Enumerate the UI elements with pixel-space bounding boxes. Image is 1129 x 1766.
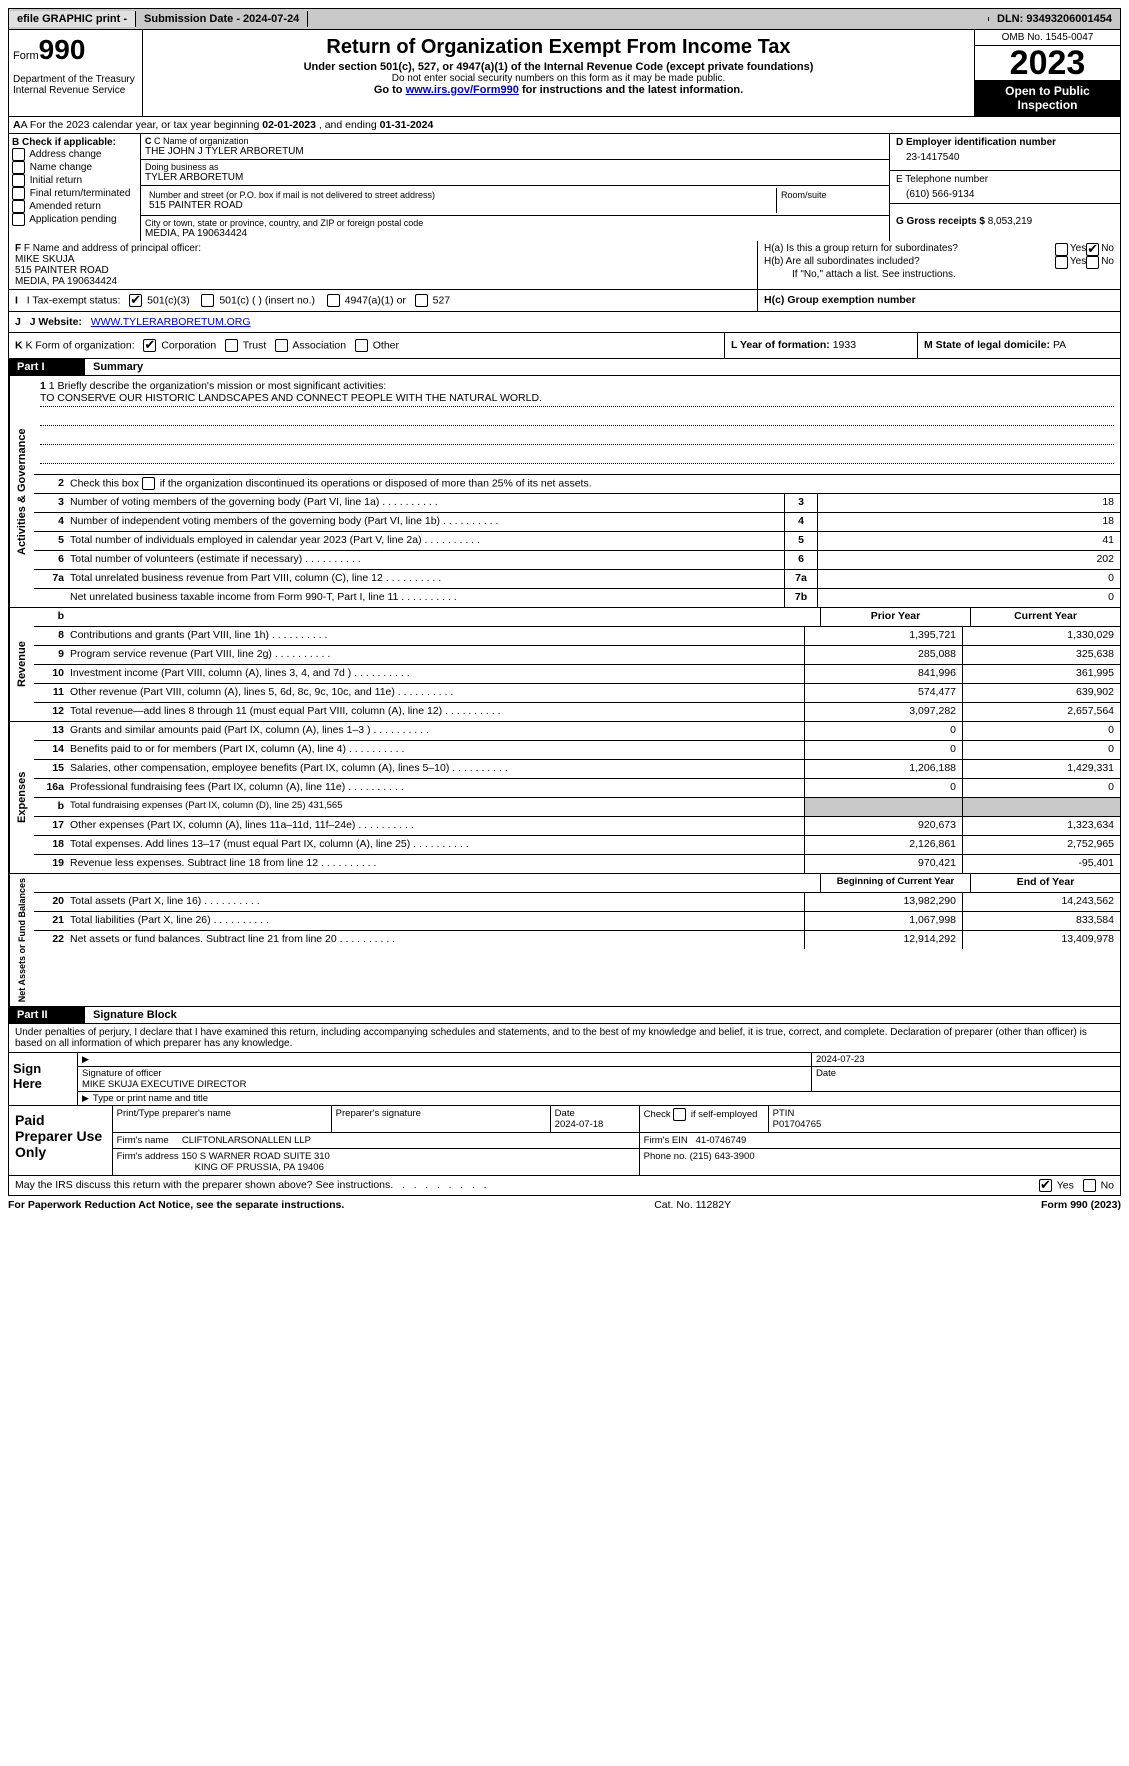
col-b-checkboxes: B Check if applicable: Address change Na… [9, 134, 141, 241]
subtitle-2: Do not enter social security numbers on … [147, 73, 970, 84]
preparer-phone: (215) 643-3900 [690, 1151, 755, 1162]
paid-preparer: Paid Preparer Use Only Print/Type prepar… [8, 1106, 1121, 1176]
website-link[interactable]: WWW.TYLERARBORETUM.ORG [91, 316, 251, 328]
assoc-checkbox[interactable] [275, 339, 288, 352]
form-title: Return of Organization Exempt From Incom… [147, 36, 970, 59]
corp-checkbox[interactable] [143, 339, 156, 352]
self-employed-checkbox[interactable] [673, 1108, 686, 1121]
501c3-checkbox[interactable] [129, 294, 142, 307]
hb-no-checkbox[interactable] [1086, 256, 1099, 269]
discuss-with-preparer: May the IRS discuss this return with the… [8, 1176, 1121, 1196]
row-a-tax-year: AA For the 2023 calendar year, or tax ye… [8, 117, 1121, 134]
submission-date: Submission Date - 2024-07-24 [136, 11, 308, 27]
line2-checkbox[interactable] [142, 477, 155, 490]
net-assets-section: Net Assets or Fund Balances Beginning of… [8, 874, 1121, 1007]
dba: TYLER ARBORETUM [145, 172, 885, 183]
irs-link[interactable]: www.irs.gov/Form990 [406, 84, 519, 96]
row-klm: K K Form of organization: Corporation Tr… [8, 333, 1121, 359]
top-bar: efile GRAPHIC print - Submission Date - … [8, 8, 1121, 30]
city: MEDIA, PA 190634424 [145, 228, 885, 239]
perjury-statement: Under penalties of perjury, I declare th… [8, 1024, 1121, 1053]
firm-ein: 41-0746749 [696, 1135, 747, 1146]
subtitle-1: Under section 501(c), 527, or 4947(a)(1)… [147, 61, 970, 73]
sign-here: Sign Here 2024-07-23 Signature of office… [8, 1053, 1121, 1106]
state-domicile: PA [1053, 339, 1066, 351]
open-to-public: Open to Public Inspection [975, 80, 1120, 116]
firm-name: CLIFTONLARSONALLEN LLP [182, 1135, 311, 1146]
page-footer: For Paperwork Reduction Act Notice, see … [8, 1196, 1121, 1214]
form-number: Form990 [13, 34, 138, 66]
year-formation: 1933 [833, 339, 856, 351]
hb-yes-checkbox[interactable] [1055, 256, 1068, 269]
ein: 23-1417540 [896, 148, 1114, 167]
527-checkbox[interactable] [415, 294, 428, 307]
phone: (610) 566-9134 [896, 185, 1114, 200]
revenue-section: Revenue b Prior Year Current Year 8Contr… [8, 608, 1121, 722]
officer-signature: MIKE SKUJA EXECUTIVE DIRECTOR [82, 1079, 247, 1090]
expenses-section: Expenses 13Grants and similar amounts pa… [8, 722, 1121, 874]
row-i: I I Tax-exempt status: 501(c)(3) 501(c) … [8, 290, 1121, 312]
trust-checkbox[interactable] [225, 339, 238, 352]
ptin: P01704765 [773, 1119, 822, 1130]
row-j: J J Website: WWW.TYLERARBORETUM.ORG [8, 312, 1121, 333]
org-name: THE JOHN J TYLER ARBORETUM [145, 146, 885, 157]
part-ii-header: Part II Signature Block [8, 1007, 1121, 1024]
street: 515 PAINTER ROAD [149, 200, 772, 211]
efile-print-button[interactable]: efile GRAPHIC print - [9, 11, 136, 27]
tax-year: 2023 [975, 46, 1120, 80]
section-b-to-g: B Check if applicable: Address change Na… [8, 134, 1121, 241]
department: Department of the Treasury Internal Reve… [13, 74, 138, 96]
dln: DLN: 93493206001454 [989, 11, 1120, 27]
mission-text: TO CONSERVE OUR HISTORIC LANDSCAPES AND … [40, 392, 1114, 407]
officer-name: MIKE SKUJA [15, 254, 751, 265]
other-checkbox[interactable] [355, 339, 368, 352]
gross-receipts: 8,053,219 [988, 216, 1033, 227]
spacer [308, 17, 989, 21]
row-f-h: F F Name and address of principal office… [8, 241, 1121, 290]
part-i-header: Part I Summary [8, 359, 1121, 376]
discuss-no-checkbox[interactable] [1083, 1179, 1096, 1192]
501c-checkbox[interactable] [201, 294, 214, 307]
ha-yes-checkbox[interactable] [1055, 243, 1068, 256]
4947-checkbox[interactable] [327, 294, 340, 307]
discuss-yes-checkbox[interactable] [1039, 1179, 1052, 1192]
activities-governance: Activities & Governance 1 1 Briefly desc… [8, 376, 1121, 608]
subtitle-3: Go to www.irs.gov/Form990 for instructio… [147, 84, 970, 96]
form-header: Form990 Department of the Treasury Inter… [8, 30, 1121, 117]
ha-no-checkbox[interactable] [1086, 243, 1099, 256]
